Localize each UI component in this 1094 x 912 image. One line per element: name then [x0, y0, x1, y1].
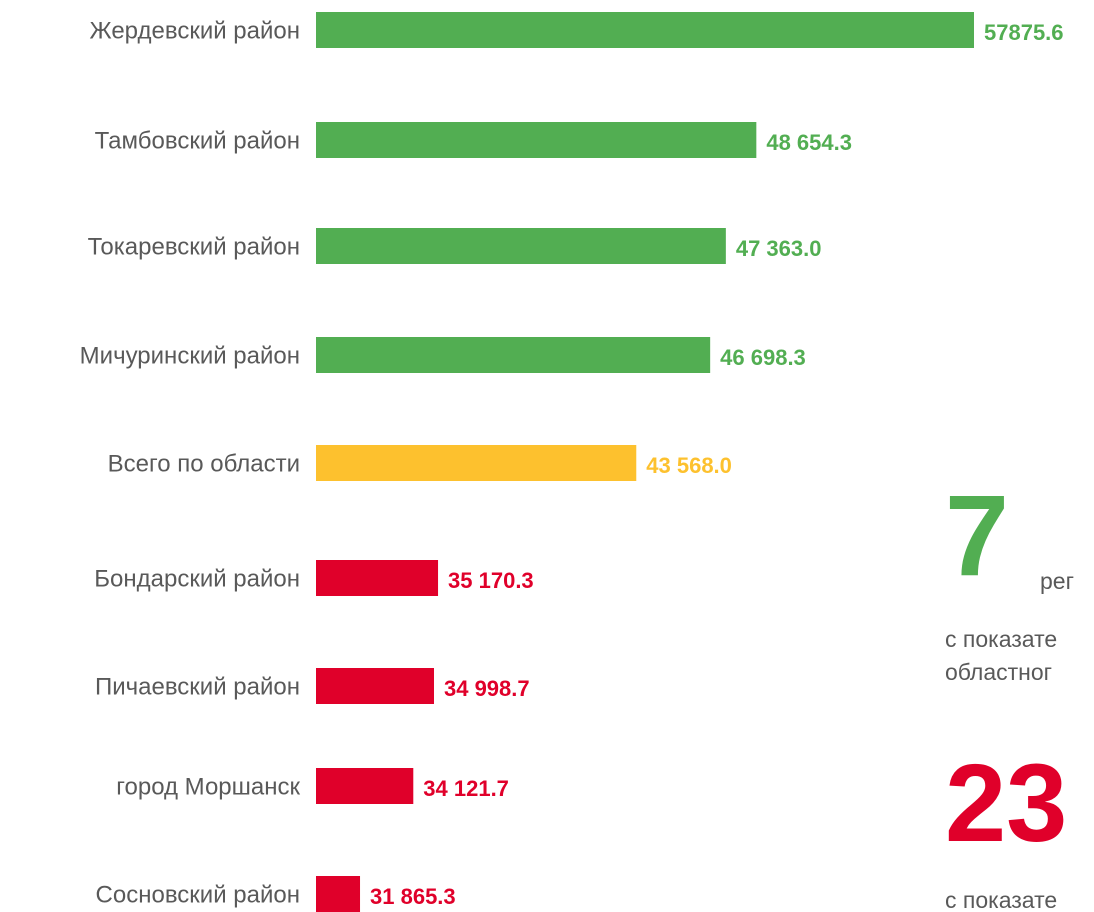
category-label: Жердевский район	[89, 17, 300, 44]
value-label: 31 865.3	[370, 884, 456, 909]
value-label: 43 568.0	[646, 453, 732, 478]
category-label: Всего по области	[108, 450, 300, 477]
category-label: город Моршанск	[116, 773, 300, 800]
value-label: 46 698.3	[720, 345, 806, 370]
value-label: 34 121.7	[423, 776, 509, 801]
category-label: Пичаевский район	[95, 673, 300, 700]
bar	[316, 122, 757, 158]
value-label: 47 363.0	[736, 236, 822, 261]
big-number: 7	[945, 472, 1009, 600]
category-label: Сосновский район	[96, 881, 300, 908]
bar	[316, 876, 361, 912]
bar	[316, 560, 439, 596]
value-label: 57875.6	[984, 20, 1064, 45]
bar	[316, 228, 726, 264]
category-label: Бондарский район	[94, 565, 300, 592]
bar	[316, 445, 637, 481]
big-number: 23	[945, 742, 1067, 865]
bar	[316, 768, 414, 804]
annotation: областног	[945, 659, 1052, 685]
value-label: 48 654.3	[766, 130, 852, 155]
annotation: с показате	[945, 626, 1057, 652]
value-label: 35 170.3	[448, 568, 534, 593]
annotation: рег	[1040, 568, 1074, 594]
bar	[316, 668, 434, 704]
annotation: с показате	[945, 887, 1057, 912]
category-label: Тамбовский район	[95, 127, 300, 154]
category-label: Токаревский район	[88, 233, 300, 260]
category-label: Мичуринский район	[80, 342, 300, 369]
value-label: 34 998.7	[444, 676, 530, 701]
bar	[316, 12, 974, 48]
bar	[316, 337, 711, 373]
